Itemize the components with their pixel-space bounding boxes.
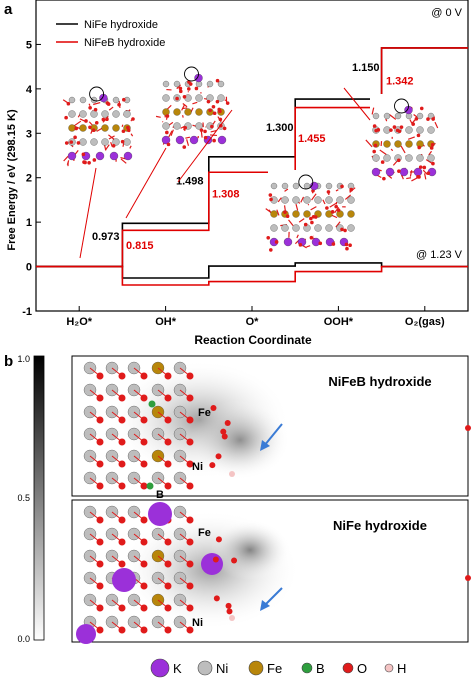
colorbar: [33, 355, 45, 641]
step-label-nifeb: 0.815: [126, 240, 154, 252]
arrow-head-top: [260, 440, 270, 451]
y-axis-label: Free Energy / eV (298.15 K): [6, 109, 18, 251]
legend-atom-label: K: [173, 661, 182, 676]
y-tick-label: -1: [22, 306, 32, 318]
label-ni-bottom: Ni: [192, 617, 203, 629]
step-labels: 0.973 1.498 1.300 1.150 0.815 1.308 1.455 1.342: [92, 62, 414, 252]
x-tick-label: OOH*: [324, 316, 354, 328]
legend-atom-h: [384, 663, 394, 673]
label-b-top: B: [156, 489, 164, 501]
structure-inset-h2o: [62, 82, 135, 167]
arrow-oh: [125, 147, 167, 219]
density-map-nifeb: NiFeB hydroxide Fe Ni B: [71, 355, 471, 501]
x-axis-label: Reaction Coordinate: [194, 333, 312, 347]
legend-label-nife: NiFe hydroxide: [84, 19, 158, 31]
arrow-o: [177, 109, 233, 183]
colorbar-tick-mid: 0.5: [17, 493, 30, 503]
title-nife: NiFe hydroxide: [333, 518, 427, 533]
series-nifeb-123v: [36, 265, 468, 286]
title-nifeb: NiFeB hydroxide: [328, 374, 431, 389]
x-tick-label: O*: [246, 316, 260, 328]
step-label-nifeb: 1.342: [386, 75, 414, 87]
legend-atom-label: B: [316, 661, 325, 676]
y-tick-label: 0: [26, 262, 32, 274]
legend-atom-ni: [197, 660, 213, 676]
energy-steps: [36, 47, 468, 286]
structure-inset-oh: [155, 62, 230, 149]
step-label-nife: 1.300: [266, 122, 294, 134]
structure-inset-ooh: [365, 94, 440, 182]
arrow-h2o: [79, 167, 97, 259]
edge-o-top: [465, 425, 471, 431]
panel-b-label: b: [4, 353, 13, 370]
colorbar-tick-min: 0.0: [17, 634, 30, 644]
step-label-nife: 1.150: [352, 62, 380, 74]
y-tick-label: 3: [26, 128, 32, 140]
step-label-nife: 0.973: [92, 231, 120, 243]
y-ticks: -1 0 1 2 3 4 5: [22, 39, 41, 318]
condition-0v: @ 0 V: [431, 7, 462, 19]
step-label-nifeb: 1.308: [212, 189, 240, 201]
arrow-ooh: [343, 87, 371, 121]
arrow-top: [263, 423, 283, 447]
condition-123v: @ 1.23 V: [416, 249, 463, 261]
y-tick-label: 1: [26, 217, 32, 229]
legend-atom-label: Fe: [267, 661, 282, 676]
label-fe-top: Fe: [198, 407, 211, 419]
structure-inset-o: [265, 170, 356, 252]
x-tick-label: OH*: [155, 316, 177, 328]
legend-atom-label: O: [357, 661, 367, 676]
y-tick-label: 4: [26, 84, 33, 96]
arrow-bottom: [263, 587, 283, 607]
x-ticks: H₂O* OH* O* OOH* O₂(gas): [66, 306, 445, 328]
arrow-head-bottom: [260, 600, 270, 611]
colorbar-tick-max: 1.0: [17, 354, 30, 364]
legend-atom-fe: [248, 660, 264, 676]
legend-atom-o: [342, 662, 354, 674]
density-map-nife: NiFe hydroxide Fe Ni: [71, 499, 471, 644]
legend-atom-label: H: [397, 661, 406, 676]
x-tick-label: H₂O*: [66, 316, 92, 328]
legend-atom-k: [150, 658, 170, 678]
label-ni-top: Ni: [192, 461, 203, 473]
step-label-nife: 1.498: [176, 175, 204, 187]
edge-o-bottom: [465, 575, 471, 581]
y-tick-label: 5: [26, 39, 32, 51]
legend-label-nifeb: NiFeB hydroxide: [84, 37, 165, 49]
series-nifeb-0v: [36, 47, 468, 268]
chart-legend: NiFe hydroxide NiFeB hydroxide: [56, 19, 165, 49]
x-tick-label: O₂(gas): [405, 316, 445, 328]
inset-arrows: [79, 87, 371, 259]
legend-atom-b: [301, 662, 313, 674]
step-label-nifeb: 1.455: [298, 133, 326, 145]
label-fe-bottom: Fe: [198, 527, 211, 539]
legend-atom-label: Ni: [216, 661, 228, 676]
series-nife-123v: [36, 262, 468, 279]
panel-a-label: a: [4, 1, 13, 18]
element-legend: K Ni Fe B O H: [150, 658, 406, 678]
y-tick-label: 2: [26, 173, 32, 185]
